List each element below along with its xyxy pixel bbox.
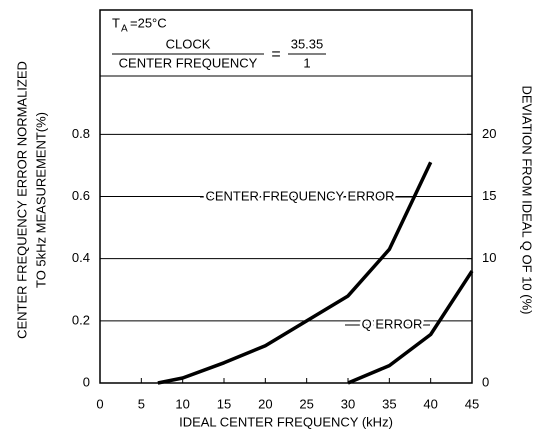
series-label: Q ERROR — [362, 316, 423, 331]
y2-axis-label: DEVIATION FROM IDEAL Q OF 10 (%) — [520, 86, 535, 315]
y-tick-label: 0.4 — [72, 250, 90, 265]
series-label: CENTER FREQUENCY ERROR — [205, 188, 394, 203]
y2-tick-label: 15 — [482, 188, 496, 203]
x-tick-label: 40 — [423, 396, 437, 411]
formula-denominator: CENTER FREQUENCY — [119, 55, 258, 70]
ratio-denominator: 1 — [303, 55, 310, 70]
series-line — [157, 161, 433, 385]
y2-tick-label: 20 — [482, 126, 496, 141]
formula-numerator: CLOCK — [166, 36, 211, 51]
x-tick-label: 5 — [138, 396, 145, 411]
ratio-numerator: 35.35 — [291, 36, 324, 51]
x-tick-label: 25 — [299, 396, 313, 411]
y-axis-label: CENTER FREQUENCY ERROR NORMALIZED — [14, 61, 29, 339]
series-line — [347, 270, 474, 385]
temp-subscript: A — [121, 24, 128, 35]
x-tick-label: 35 — [382, 396, 396, 411]
temp-value: =25°C — [130, 15, 167, 30]
x-axis-label: IDEAL CENTER FREQUENCY (kHz) — [179, 414, 393, 429]
x-tick-label: 15 — [217, 396, 231, 411]
x-tick-label: 0 — [96, 396, 103, 411]
y-tick-label: 0.6 — [72, 188, 90, 203]
x-tick-label: 10 — [175, 396, 189, 411]
x-tick-label: 30 — [341, 396, 355, 411]
y2-tick-label: 0 — [482, 374, 489, 389]
x-tick-label: 45 — [465, 396, 479, 411]
y-tick-label: 0.8 — [72, 126, 90, 141]
temp-symbol: T — [112, 15, 120, 30]
formula-equals: = — [271, 46, 280, 63]
y-axis-label: TO 5kHz MEASUREMENT(%) — [33, 112, 48, 288]
y2-tick-label: 10 — [482, 250, 496, 265]
x-tick-label: 20 — [258, 396, 272, 411]
y-tick-label: 0 — [83, 374, 90, 389]
y-tick-label: 0.2 — [72, 312, 90, 327]
